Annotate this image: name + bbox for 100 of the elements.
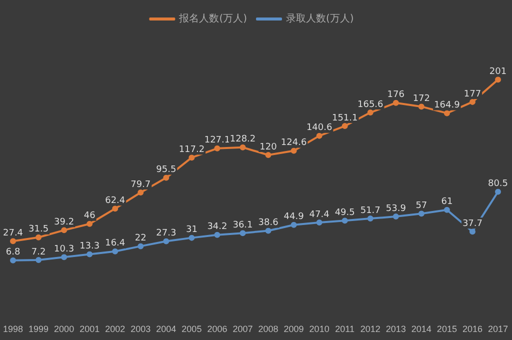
point (10, 257, 16, 264)
point (342, 123, 348, 130)
data-label: 201 (489, 66, 507, 77)
data-label: 120 (260, 142, 278, 152)
point (214, 145, 220, 152)
data-label: 6.8 (6, 248, 20, 258)
data-label: 140.6 (306, 123, 332, 134)
point (36, 256, 42, 263)
point (61, 254, 68, 260)
data-label: 37.7 (462, 218, 482, 229)
data-label: 13.3 (80, 242, 100, 252)
x-tick-label: 1999 (28, 324, 49, 334)
point (265, 228, 272, 234)
x-tick-label: 2006 (207, 324, 228, 334)
data-label: 151.1 (332, 113, 358, 124)
point (36, 234, 42, 240)
data-label: 39.2 (54, 218, 74, 228)
point (163, 174, 170, 181)
data-label: 31 (186, 225, 198, 236)
data-label: 117.2 (178, 144, 205, 155)
data-label: 44.9 (284, 212, 304, 222)
data-label: 128.2 (230, 134, 256, 145)
point (112, 248, 118, 254)
point (392, 214, 399, 220)
data-label: 7.2 (31, 247, 46, 258)
point (342, 218, 348, 224)
data-label: 95.5 (156, 165, 176, 176)
data-label: 31.5 (28, 224, 49, 235)
legend-label: 录取人数(万人) (286, 14, 354, 25)
point (444, 110, 450, 116)
point (86, 251, 93, 258)
point (495, 188, 501, 195)
x-tick-label: 1998 (2, 324, 24, 334)
data-label: 27.4 (2, 228, 24, 239)
x-tick-label: 2015 (436, 324, 457, 334)
point (316, 220, 322, 226)
point (240, 144, 246, 150)
point (316, 132, 322, 139)
data-label: 38.6 (258, 218, 279, 228)
point (214, 232, 220, 238)
data-label: 127.1 (204, 136, 230, 146)
point (240, 230, 246, 236)
data-label: 53.9 (386, 204, 406, 214)
data-label: 47.4 (309, 210, 330, 220)
point (10, 238, 16, 244)
data-label: 27.3 (156, 228, 176, 239)
point (367, 110, 374, 116)
x-tick-label: 2016 (462, 324, 482, 334)
x-tick-label: 2005 (182, 324, 202, 334)
point (188, 154, 195, 161)
point (367, 216, 374, 222)
x-tick-label: 2014 (411, 324, 432, 334)
x-tick-label: 2011 (335, 324, 355, 334)
point (61, 227, 68, 234)
data-label: 34.2 (207, 222, 228, 232)
x-tick-label: 2007 (232, 324, 253, 334)
data-label: 164.9 (434, 100, 460, 111)
point (469, 228, 476, 235)
point (392, 100, 399, 106)
data-label: 79.7 (130, 180, 151, 190)
data-label: 177 (464, 89, 482, 100)
point (138, 189, 144, 196)
x-tick-label: 2003 (130, 324, 151, 334)
point (469, 98, 476, 105)
point (163, 238, 170, 244)
data-label: 62.4 (105, 196, 126, 206)
data-label: 16.4 (105, 238, 126, 249)
x-tick-label: 2017 (488, 324, 508, 334)
point (495, 76, 501, 83)
data-label: 51.7 (360, 206, 380, 216)
point (265, 152, 272, 158)
data-label: 22 (134, 234, 146, 244)
data-label: 172 (412, 94, 430, 104)
data-label: 36.1 (232, 220, 253, 230)
x-tick-label: 2008 (258, 324, 278, 334)
data-label: 176 (387, 90, 405, 100)
point (138, 243, 144, 250)
data-label: 124.6 (280, 138, 307, 148)
x-tick-label: 2000 (54, 324, 74, 334)
x-tick-label: 2009 (284, 324, 304, 334)
point (418, 210, 424, 217)
x-tick-label: 2013 (386, 324, 406, 334)
point (418, 104, 424, 110)
data-label: 10.3 (54, 244, 74, 254)
point (290, 148, 297, 154)
point (290, 222, 297, 228)
x-tick-label: 2002 (105, 324, 126, 334)
data-label: 46 (84, 211, 96, 222)
x-tick-label: 2004 (156, 324, 176, 334)
x-tick-label: 2012 (360, 324, 380, 334)
data-label: 80.5 (488, 179, 508, 190)
data-label: 165.6 (357, 100, 384, 110)
point (86, 220, 93, 227)
data-label: 57 (416, 200, 428, 211)
data-label: 49.5 (334, 208, 355, 218)
point (112, 206, 118, 212)
point (188, 234, 195, 241)
legend-label: 报名人数(万人) (178, 12, 248, 25)
data-label: 61 (441, 197, 453, 208)
point (444, 206, 450, 213)
